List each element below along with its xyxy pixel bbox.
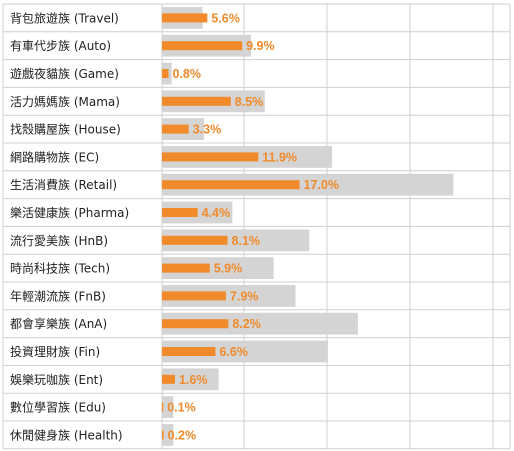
category-label: 找殼購屋族 (House): [10, 123, 121, 137]
category-label: 背包旅遊族 (Travel): [10, 10, 119, 25]
value-bar: [162, 180, 300, 190]
value-label: 6.6%: [219, 345, 248, 359]
value-bar: [162, 124, 189, 134]
category-label: 網路購物族 (EC): [10, 149, 99, 164]
background-bar: [162, 257, 274, 279]
category-label: 有車代步族 (Auto): [10, 39, 111, 53]
value-label: 5.6%: [211, 11, 240, 25]
value-bar: [162, 263, 210, 273]
background-bar: [162, 340, 328, 363]
value-label: 0.8%: [172, 67, 201, 81]
category-label: 休閒健身族 (Health): [10, 427, 123, 442]
category-label: 數位學習族 (Edu): [10, 400, 106, 415]
category-label: 遊戲夜貓族 (Game): [10, 66, 119, 81]
value-bar: [162, 402, 164, 412]
category-label: 流行愛美族 (HnB): [10, 234, 108, 248]
value-bar: [162, 374, 175, 384]
background-bar: [162, 424, 174, 446]
category-label: 樂活健康族 (Pharma): [10, 205, 129, 220]
value-bar: [162, 291, 226, 301]
value-label: 3.3%: [193, 123, 222, 137]
value-bar: [162, 69, 169, 78]
value-bar: [162, 319, 229, 329]
bars: [162, 7, 454, 446]
value-bar: [162, 235, 228, 245]
grid-lines: [2, 3, 511, 450]
category-label: 時尚科技族 (Tech): [10, 262, 110, 276]
value-bar: [162, 208, 198, 217]
value-label: 0.1%: [167, 401, 196, 415]
value-label: 8.2%: [232, 317, 261, 331]
value-label: 9.9%: [246, 39, 274, 53]
value-label: 8.5%: [235, 95, 264, 109]
value-label: 1.6%: [179, 373, 208, 387]
value-bar: [162, 152, 259, 162]
background-bar: [162, 368, 219, 391]
category-label: 都會享樂族 (AnA): [10, 316, 107, 331]
labels: 背包旅遊族 (Travel) 5.6% 有車代步族 (Auto) 9.9% 遊戲夜貓族 …: [10, 10, 339, 442]
category-label: 活力媽媽族 (Mama): [10, 95, 120, 109]
background-bar: [162, 173, 454, 196]
value-label: 4.4%: [202, 206, 231, 220]
value-label: 7.9%: [230, 289, 258, 303]
value-bar: [162, 13, 208, 23]
category-label: 生活消費族 (Retail): [10, 177, 117, 192]
category-label: 投資理財族 (Fin): [10, 344, 100, 359]
value-label: 0.2%: [168, 428, 197, 442]
background-bar: [162, 285, 296, 307]
value-label: 5.9%: [214, 262, 243, 276]
value-label: 11.9%: [262, 150, 297, 164]
value-bar: [162, 96, 231, 106]
value-bar: [162, 41, 243, 51]
value-label: 8.1%: [232, 234, 260, 248]
value-bar: [162, 430, 164, 440]
category-label: 年輕潮流族 (FnB): [10, 288, 106, 303]
value-bar: [162, 347, 216, 356]
value-label: 17.0%: [304, 178, 339, 192]
category-label: 娛樂玩咖族 (Ent): [10, 372, 103, 387]
background-bar: [162, 229, 310, 252]
background-bar: [162, 312, 358, 335]
background-bar: [162, 396, 174, 418]
